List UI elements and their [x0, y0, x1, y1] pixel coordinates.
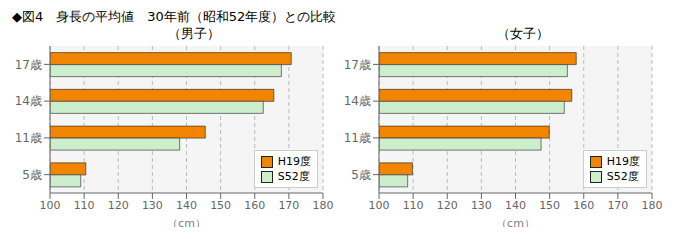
- svg-text:11歳: 11歳: [15, 131, 42, 145]
- svg-text:150: 150: [539, 199, 560, 212]
- svg-text:160: 160: [573, 199, 594, 212]
- svg-text:11歳: 11歳: [344, 131, 371, 145]
- svg-text:14歳: 14歳: [344, 94, 371, 108]
- html-text:（男子）: （男子）: [167, 26, 220, 41]
- svg-text:100: 100: [40, 199, 61, 212]
- html-text:S52度: S52度: [277, 170, 310, 183]
- svg-text:14歳: 14歳: [15, 94, 42, 108]
- html-text:◆図4 身長の平均値 30年前（昭和52年度）との比較: ◆図4 身長の平均値 30年前（昭和52年度）との比較: [12, 9, 337, 24]
- svg-text:170: 170: [278, 199, 299, 212]
- svg-text:140: 140: [505, 199, 526, 212]
- svg-text:160: 160: [244, 199, 265, 212]
- html-text:H19度: H19度: [277, 155, 311, 168]
- html-text:H19度: H19度: [606, 155, 640, 168]
- svg-text:140: 140: [176, 199, 197, 212]
- svg-text:130: 130: [471, 199, 492, 212]
- svg-text:150: 150: [210, 199, 231, 212]
- html-text:（女子）: （女子）: [496, 26, 549, 41]
- svg-text:17歳: 17歳: [344, 58, 371, 72]
- svg-text:17歳: 17歳: [15, 58, 42, 72]
- svg-text:110: 110: [403, 199, 424, 212]
- html-text:S52度: S52度: [606, 170, 639, 183]
- svg-text:（cm）: （cm）: [167, 217, 206, 227]
- svg-text:180: 180: [642, 199, 663, 212]
- svg-text:120: 120: [108, 199, 129, 212]
- svg-text:5歳: 5歳: [351, 168, 371, 182]
- svg-text:（cm）: （cm）: [496, 217, 535, 227]
- svg-text:130: 130: [142, 199, 163, 212]
- svg-text:170: 170: [607, 199, 628, 212]
- svg-text:110: 110: [74, 199, 95, 212]
- svg-text:180: 180: [313, 199, 334, 212]
- svg-text:120: 120: [437, 199, 458, 212]
- svg-text:100: 100: [369, 199, 390, 212]
- svg-text:5歳: 5歳: [22, 168, 42, 182]
